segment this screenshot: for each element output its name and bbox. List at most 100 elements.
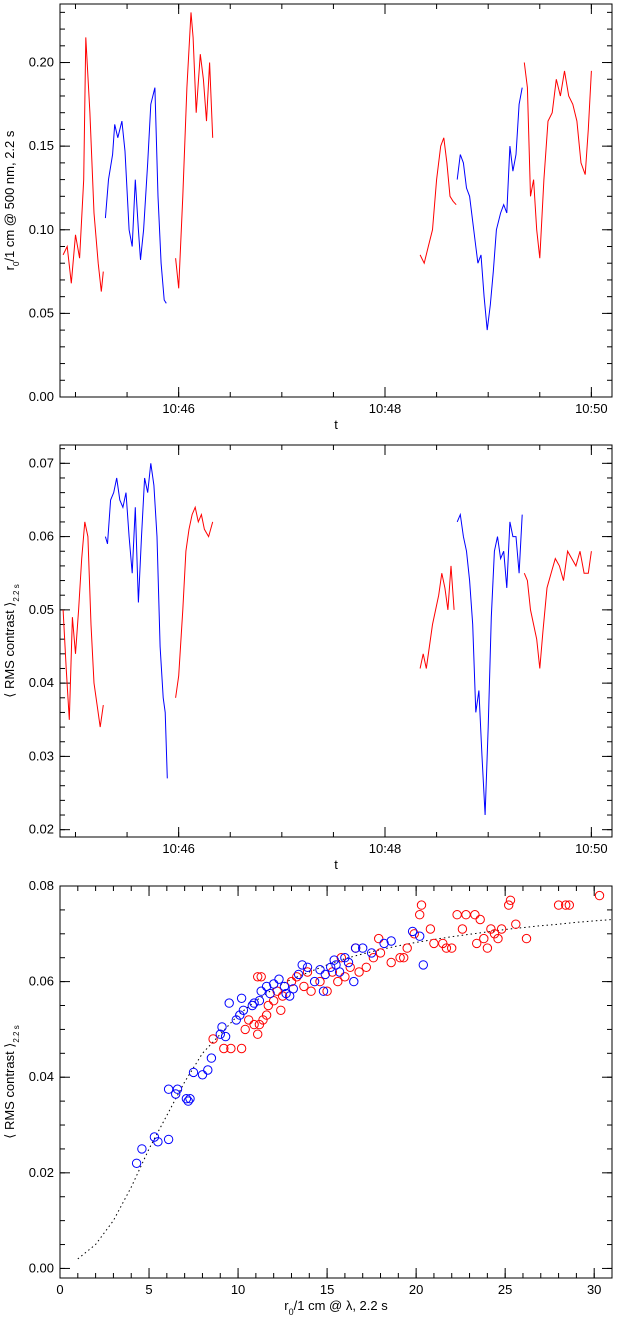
scatter-point-red	[482, 943, 493, 953]
y-tick-label: 0.04	[29, 675, 54, 690]
x-axis-title: t	[334, 857, 338, 872]
y-tick-label: 0.08	[29, 878, 54, 893]
scatter-point-blue	[171, 1089, 181, 1099]
scatter-point-blue	[329, 955, 339, 965]
rms-contrast-time-series-panel: 10:46 10:48 10:50 0.02 0.03 0.04 0.05 0.06 0.07 t…	[2, 444, 613, 872]
scatter-point-red	[340, 972, 350, 982]
scatter-point-red	[261, 1010, 272, 1020]
scatter-point-blue	[238, 1005, 249, 1015]
scatter-point-blue	[197, 1070, 208, 1080]
series-line-red-0	[62, 37, 104, 292]
scatter-point-red	[493, 933, 503, 944]
y-axis-title: ⟨ RMS contrast ⟩2.2 s	[2, 584, 21, 697]
scatter-point-blue	[172, 1084, 183, 1094]
scatter-point-blue	[254, 996, 265, 1006]
x-axis-title: t	[334, 417, 338, 432]
scatter-point-blue	[318, 986, 329, 996]
scatter-point-red	[226, 1043, 236, 1054]
scatter-point-blue	[315, 965, 325, 975]
scatter-point-red	[415, 910, 425, 920]
series-line-blue-4	[456, 512, 523, 816]
y-tick-label: 0.10	[29, 222, 54, 237]
y-tick-label: 0.00	[29, 1260, 54, 1275]
scatter-point-blue	[349, 976, 359, 987]
scatter-point-blue	[163, 1134, 174, 1145]
scatter-point-blue	[236, 993, 247, 1003]
x-tick-label: 25	[498, 1282, 512, 1297]
scatter-point-red	[368, 953, 379, 963]
scatter-point-blue	[297, 960, 307, 970]
scatter-point-red	[489, 929, 500, 939]
r0-time-series-panel: 10:46 10:48 10:50 0.00 0.05 0.10 0.15 0.20 t r0/1…	[2, 3, 613, 432]
scatter-point-blue	[188, 1067, 199, 1078]
scatter-point-red	[470, 910, 480, 920]
scatter-point-blue	[269, 979, 279, 989]
scatter-point-blue	[203, 1065, 213, 1075]
x-tick-label: 10	[231, 1282, 245, 1297]
scatter-point-blue	[407, 926, 418, 937]
scatter-point-blue	[415, 931, 425, 941]
x-tick-label: 10:50	[575, 401, 608, 416]
x-tick-label: 0	[56, 1282, 63, 1297]
y-tick-label: 0.00	[29, 389, 54, 404]
y-tick-label: 0.02	[29, 822, 54, 837]
scatter-point-blue	[350, 943, 361, 953]
series-line-blue-1	[104, 87, 167, 304]
scatter-point-red	[249, 1019, 259, 1030]
scatter-point-red	[333, 976, 343, 987]
scatter-point-red	[306, 986, 316, 996]
scatter-point-blue	[256, 986, 266, 996]
scatter-point-red	[564, 900, 574, 910]
scatter-point-red	[475, 914, 485, 925]
scatter-point-blue	[418, 960, 428, 970]
series-line-red-3	[419, 565, 455, 669]
scatter-point-red	[336, 953, 346, 963]
scatter-point-red	[553, 900, 564, 910]
x-tick-label: 10:50	[575, 841, 608, 856]
scatter-point-red	[496, 924, 507, 934]
y-tick-label: 0.05	[29, 305, 54, 320]
x-tick-label: 10:46	[162, 841, 195, 856]
scatter-point-blue	[274, 974, 284, 984]
x-tick-label: 10:46	[162, 401, 195, 416]
x-axis-title: r0/1 cm @ λ, 2.2 s	[284, 1298, 388, 1317]
scatter-point-red	[399, 953, 409, 963]
scatter-point-blue	[386, 936, 396, 946]
scatter-point-red	[254, 1019, 265, 1030]
x-tick-label: 15	[320, 1282, 334, 1297]
scatter-point-blue	[185, 1094, 195, 1104]
y-tick-label: 0.06	[29, 529, 54, 544]
scatter-point-blue	[249, 998, 259, 1008]
scatter-point-red	[461, 910, 471, 920]
scatter-point-red	[354, 967, 364, 977]
scatter-point-red	[276, 1005, 286, 1015]
scatter-point-blue	[247, 1000, 258, 1011]
scatter-point-blue	[265, 988, 275, 999]
plot-frame	[59, 885, 613, 1279]
scatter-point-red	[374, 933, 384, 944]
scatter-point-blue	[131, 1158, 142, 1169]
series-line-red-3	[419, 137, 457, 265]
scatter-point-red	[345, 962, 355, 972]
scatter-point-blue	[206, 1053, 217, 1063]
scatter-point-red	[505, 895, 516, 905]
x-tick-label: 30	[587, 1282, 601, 1297]
scatter-point-red	[244, 1015, 254, 1025]
x-tick-label: 5	[145, 1282, 152, 1297]
series-line-blue-1	[104, 463, 168, 779]
scatter-point-red	[208, 1034, 218, 1044]
scatter-point-red	[479, 933, 489, 944]
scatter-point-blue	[215, 1029, 226, 1039]
y-tick-label: 0.07	[29, 455, 54, 470]
scatter-point-red	[486, 924, 496, 934]
scatter-point-blue	[181, 1094, 192, 1104]
scatter-point-blue	[220, 1031, 231, 1042]
series-line-red-0	[62, 521, 104, 728]
y-tick-label: 0.06	[29, 974, 54, 989]
scatter-point-red	[457, 924, 468, 934]
plot-frame	[59, 3, 613, 398]
scatter-point-blue	[153, 1137, 163, 1147]
scatter-point-red	[561, 900, 571, 910]
scatter-point-red	[322, 986, 332, 996]
scatter-point-red	[286, 976, 297, 987]
